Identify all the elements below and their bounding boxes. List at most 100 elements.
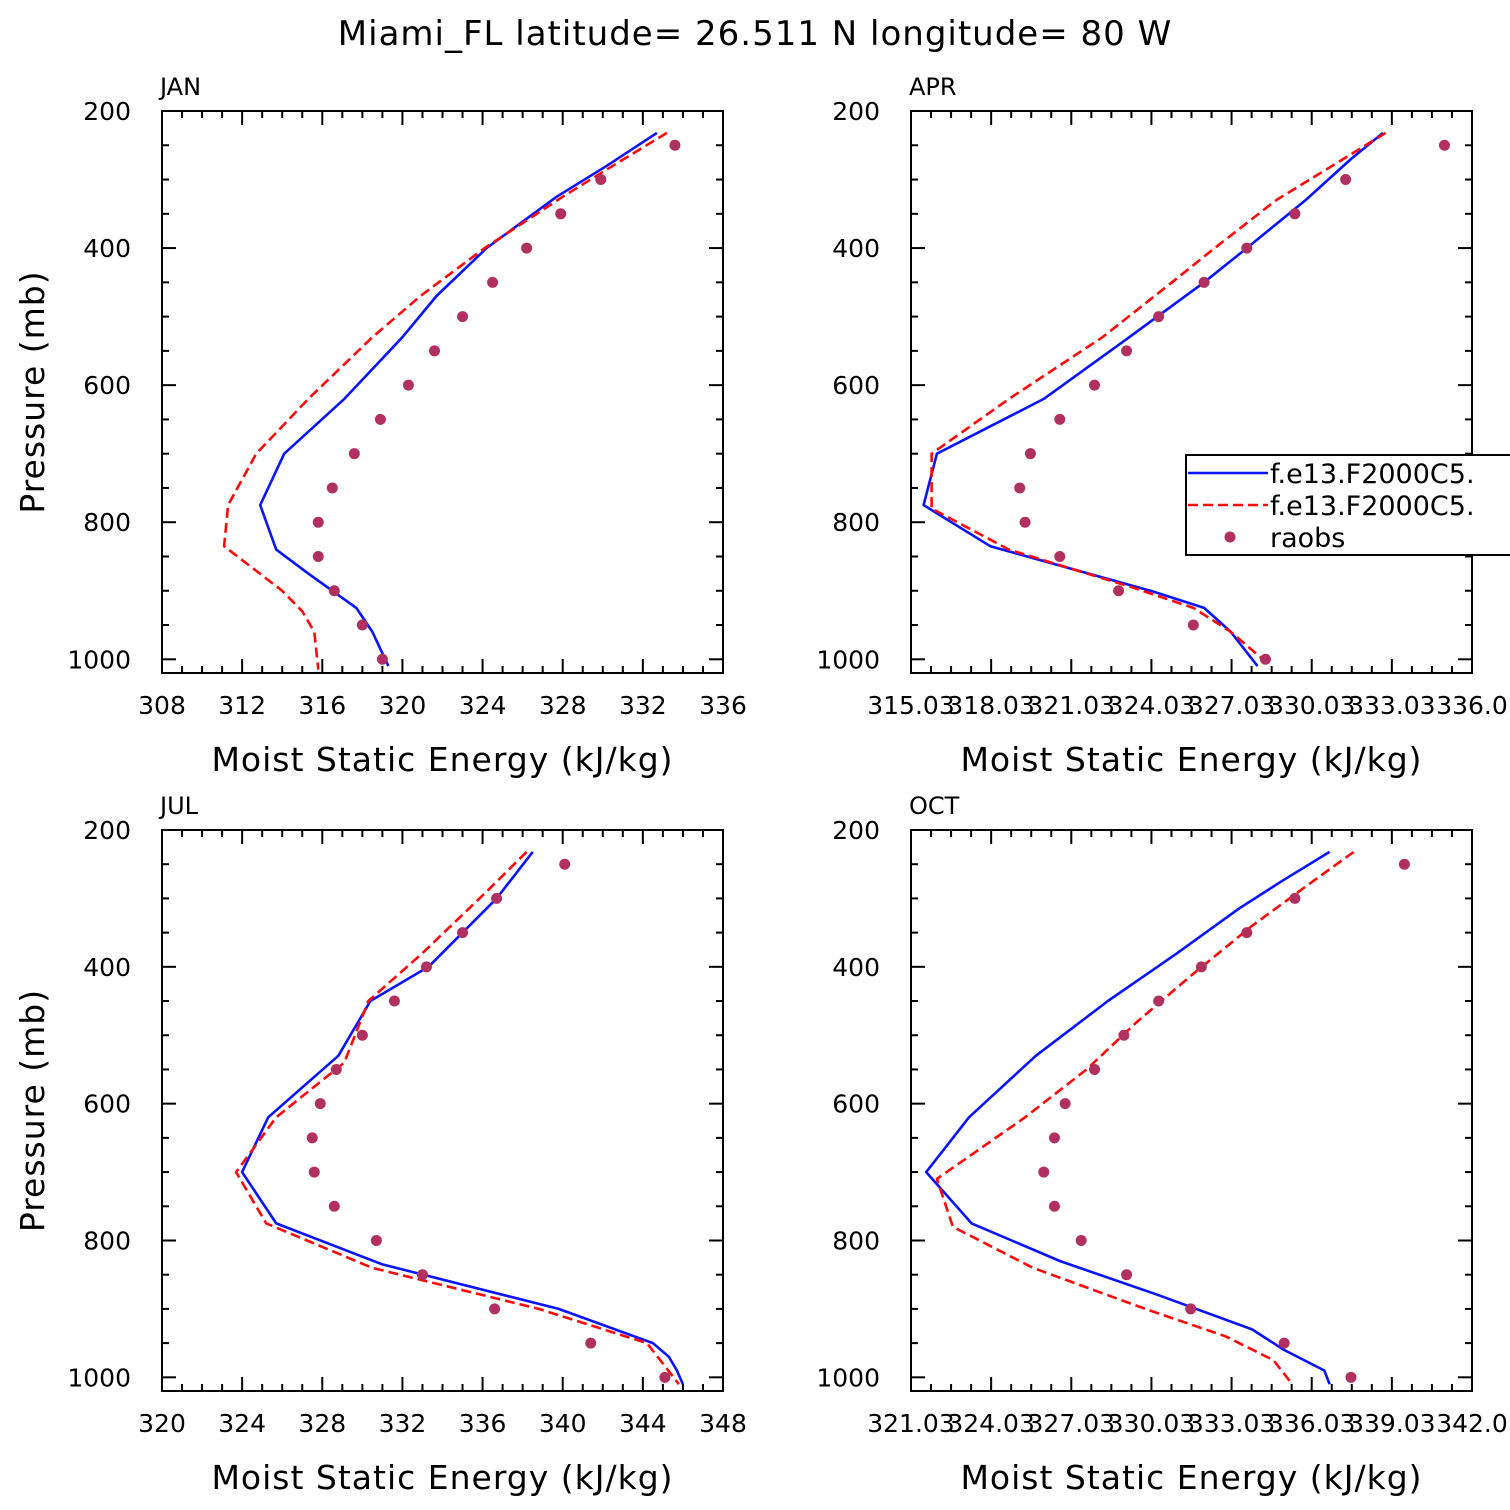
raobs-point <box>1259 653 1271 665</box>
x-tick-label: 328 <box>298 1409 346 1438</box>
raobs-point <box>1185 1303 1197 1315</box>
y-tick-label: 1000 <box>816 645 880 674</box>
x-tick-label: 324.03 <box>1108 691 1195 720</box>
raobs-point <box>1345 1371 1357 1383</box>
x-tick-label: 344 <box>619 1409 667 1438</box>
raobs-point <box>428 345 440 357</box>
panel-jul: JUL 320 324 328 332 336 340 344 348 200 400 600 800 1… <box>13 792 747 1497</box>
raobs-point <box>489 1303 501 1315</box>
raobs-point <box>326 482 338 494</box>
raobs-point <box>312 550 324 562</box>
raobs-point <box>1340 174 1352 186</box>
raobs-point <box>669 139 681 151</box>
y-tick-label: 800 <box>83 508 131 537</box>
raobs-point <box>374 413 386 425</box>
raobs-point <box>1438 139 1450 151</box>
x-tick-label: 336.03 <box>1268 1409 1355 1438</box>
x-tick-label: 348 <box>699 1409 747 1438</box>
x-tick-label: 320 <box>379 691 427 720</box>
panel-label: JAN <box>158 73 201 101</box>
raobs-point <box>659 1371 671 1383</box>
raobs-point <box>416 1269 428 1281</box>
x-tick-label: 312 <box>218 691 266 720</box>
x-tick-label: 320 <box>138 1409 186 1438</box>
legend-label: f.e13.F2000C5. <box>1270 491 1475 522</box>
x-tick-label: 333.03 <box>1348 691 1435 720</box>
raobs-point <box>308 1166 320 1178</box>
x-axis-label: Moist Static Energy (kJ/kg) <box>960 1458 1422 1497</box>
panel-jan: JAN 308 312 316 320 324 328 332 336 200 400 600 800 1… <box>13 73 747 779</box>
raobs-point <box>330 1063 342 1075</box>
raobs-point <box>1153 995 1165 1007</box>
raobs-point <box>1054 413 1066 425</box>
raobs-point <box>388 995 400 1007</box>
series-line-solid <box>240 851 685 1385</box>
legend-dot-raobs <box>1224 531 1236 543</box>
series-line-dashed <box>930 131 1387 668</box>
raobs-point <box>328 585 340 597</box>
x-tick-label: 316 <box>298 691 346 720</box>
raobs-point <box>1198 276 1210 288</box>
x-tick-label: 336 <box>459 1409 507 1438</box>
y-tick-label: 600 <box>83 371 131 400</box>
raobs-point <box>1054 550 1066 562</box>
raobs-point <box>1038 1166 1050 1178</box>
panel-apr: APR315.03318.03321.03324.03327.03330.033… <box>816 73 1507 779</box>
y-tick-label: 600 <box>83 1090 131 1119</box>
raobs-point <box>376 653 388 665</box>
y-tick-label: 200 <box>83 97 131 126</box>
raobs-point <box>1059 1098 1071 1110</box>
raobs-point <box>1121 345 1133 357</box>
raobs-point <box>555 208 567 220</box>
x-tick-label: 324 <box>218 1409 266 1438</box>
x-tick-label: 330.03 <box>1108 1409 1195 1438</box>
series-line-dashed <box>222 131 668 670</box>
raobs-point <box>457 927 469 939</box>
raobs-point <box>457 311 469 323</box>
y-axis-label: Pressure (mb) <box>13 270 52 513</box>
x-tick-label: 330.03 <box>1268 691 1355 720</box>
x-tick-label: 336 <box>699 691 747 720</box>
x-tick-label: 324 <box>459 691 507 720</box>
x-tick-label: 321.03 <box>867 1409 954 1438</box>
raobs-point <box>314 1098 326 1110</box>
raobs-point <box>370 1234 382 1246</box>
y-tick-label: 800 <box>832 1226 880 1255</box>
x-tick-label: 339.03 <box>1348 1409 1435 1438</box>
panel-oct: OCT321.03324.03327.03330.03333.03336.033… <box>816 792 1507 1497</box>
series-line-solid <box>258 131 658 667</box>
raobs-point <box>402 379 414 391</box>
raobs-point <box>595 174 607 186</box>
legend: f.e13.F2000C5.f.e13.F2000C5.raobs <box>1185 454 1510 556</box>
legend-label: f.e13.F2000C5. <box>1270 459 1475 490</box>
x-axis-label: Moist Static Energy (kJ/kg) <box>211 1458 673 1497</box>
raobs-point <box>1048 1200 1060 1212</box>
raobs-point <box>1153 311 1165 323</box>
x-tick-label: 318.03 <box>947 691 1034 720</box>
panel-label: OCT <box>909 792 960 820</box>
raobs-point <box>356 619 368 631</box>
y-tick-label: 200 <box>83 816 131 845</box>
y-tick-label: 1000 <box>67 645 131 674</box>
x-tick-label: 321.03 <box>1028 691 1115 720</box>
raobs-point <box>1289 208 1301 220</box>
panel-label: JUL <box>158 792 199 820</box>
x-axis-label: Moist Static Energy (kJ/kg) <box>960 740 1422 779</box>
y-tick-label: 600 <box>832 371 880 400</box>
figure-title: Miami_FL latitude= 26.511 N longitude= 8… <box>338 14 1172 54</box>
raobs-point <box>487 276 499 288</box>
raobs-point <box>1014 482 1026 494</box>
y-tick-label: 1000 <box>67 1363 131 1392</box>
raobs-point <box>1121 1269 1133 1281</box>
raobs-point <box>1048 1132 1060 1144</box>
x-tick-label: 328 <box>539 691 587 720</box>
x-tick-label: 308 <box>138 691 186 720</box>
raobs-point <box>585 1337 597 1349</box>
raobs-point <box>1278 1337 1290 1349</box>
x-tick-label: 327.03 <box>1028 1409 1115 1438</box>
panels: JAN 308 312 316 320 324 328 332 336 200 400 600 800 1… <box>13 73 1508 1497</box>
x-tick-label: 315.03 <box>867 691 954 720</box>
y-tick-label: 800 <box>832 508 880 537</box>
y-axis-label: Pressure (mb) <box>13 989 52 1232</box>
raobs-point <box>420 961 432 973</box>
